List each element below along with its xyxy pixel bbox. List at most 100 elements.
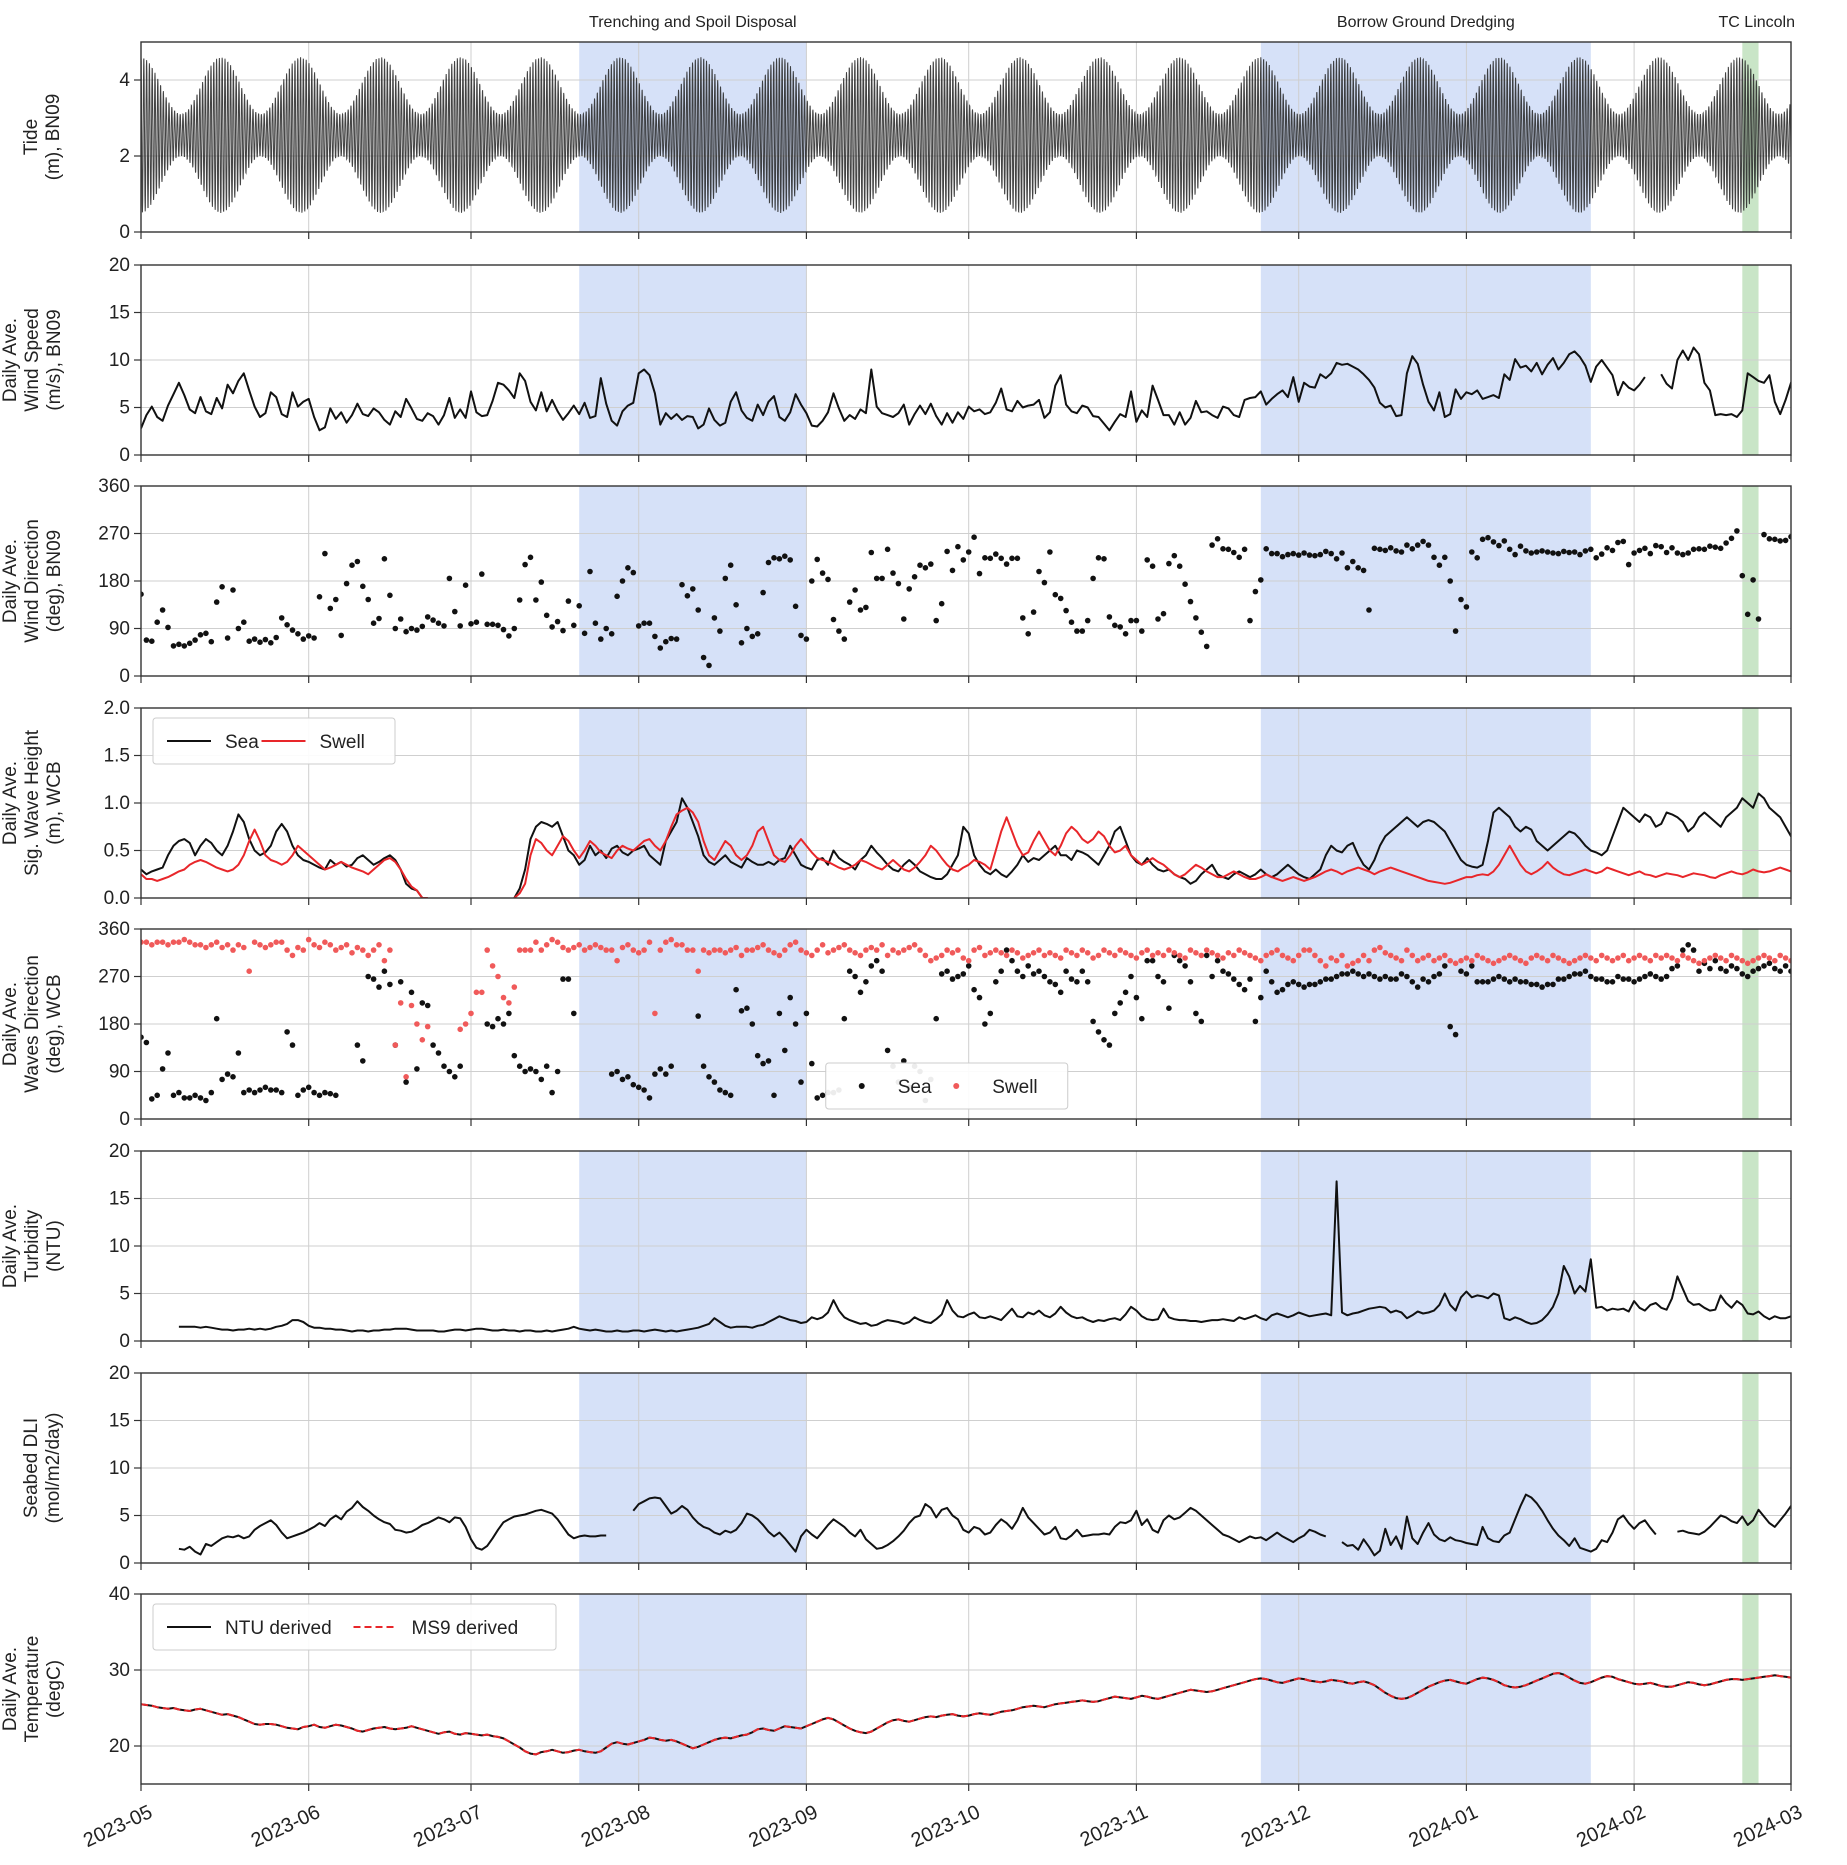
data-point (1084, 617, 1091, 624)
data-point (706, 662, 712, 669)
data-point (203, 1097, 209, 1104)
data-point (1523, 548, 1529, 554)
data-point (608, 631, 615, 637)
data-point (381, 556, 388, 562)
data-point (1761, 531, 1767, 538)
data-point (1766, 955, 1773, 961)
data-point (1561, 957, 1567, 964)
data-point (533, 939, 539, 945)
data-point (1625, 976, 1632, 982)
data-point (1139, 950, 1145, 956)
data-point (668, 936, 674, 943)
y-tick-label: 5 (119, 1506, 130, 1527)
data-point (1712, 544, 1719, 550)
data-point (197, 632, 204, 638)
data-point (1712, 957, 1719, 964)
data-point (782, 1047, 788, 1054)
data-point (901, 616, 907, 622)
data-point (1079, 968, 1086, 974)
data-point (700, 947, 707, 953)
data-point (1133, 955, 1140, 961)
data-point (268, 942, 274, 948)
data-point (322, 1089, 328, 1096)
data-point (803, 636, 810, 642)
data-point (1020, 955, 1026, 961)
data-point (1707, 965, 1713, 972)
data-point (1712, 952, 1719, 959)
data-point (1279, 553, 1286, 560)
data-point (1837, 955, 1843, 961)
data-point (630, 569, 637, 576)
data-point (1025, 963, 1031, 969)
data-point (1306, 947, 1313, 953)
data-point (1393, 548, 1399, 554)
data-point (1214, 536, 1221, 542)
data-point (1810, 542, 1816, 548)
data-point (1474, 952, 1480, 959)
data-point (987, 950, 994, 956)
data-point (165, 942, 171, 948)
data-point (1717, 955, 1724, 961)
data-point (1550, 952, 1556, 959)
data-point (608, 947, 615, 953)
data-point (295, 1092, 301, 1099)
data-point (630, 947, 637, 953)
data-point (614, 1068, 620, 1075)
data-point (414, 1066, 420, 1072)
data-point (360, 947, 366, 953)
data-point (381, 957, 388, 964)
data-point (1241, 950, 1248, 956)
y-axis-label-line: Daily Ave. (0, 539, 21, 623)
data-point (213, 939, 220, 945)
data-point (744, 1005, 750, 1011)
data-point (1360, 567, 1367, 574)
data-point (235, 1050, 242, 1056)
data-point (998, 555, 1004, 562)
data-point (1680, 952, 1686, 959)
data-point (1052, 981, 1059, 988)
data-point (722, 950, 729, 956)
y-tick-label: 10 (109, 350, 130, 371)
data-point (1550, 981, 1556, 988)
data-point (370, 620, 377, 626)
data-point (1350, 960, 1356, 967)
data-point (262, 636, 269, 643)
data-point (1155, 616, 1161, 622)
data-point (235, 625, 242, 632)
data-point (1826, 961, 1832, 967)
data-point (1593, 976, 1599, 982)
data-point (1794, 535, 1800, 541)
data-point (1761, 952, 1767, 959)
data-point (1690, 947, 1697, 953)
data-point (1588, 955, 1594, 961)
data-point (1139, 628, 1145, 634)
data-point (495, 622, 501, 629)
data-point (1139, 1015, 1145, 1022)
data-point (1539, 955, 1545, 961)
data-point (1025, 952, 1031, 959)
data-point (1528, 955, 1535, 961)
y-tick-label: 0 (119, 1109, 130, 1130)
data-point (1523, 979, 1529, 985)
data-point (365, 952, 372, 959)
data-point (1447, 1023, 1453, 1030)
data-point (911, 942, 918, 948)
y-axis-label-line: Daily Ave. (0, 1204, 21, 1288)
data-point (652, 1071, 658, 1077)
data-point (1003, 947, 1010, 953)
data-point (868, 963, 875, 969)
data-point (219, 944, 225, 951)
data-point (1528, 981, 1535, 988)
data-point (608, 1071, 615, 1077)
panel-frame (140, 41, 1792, 233)
data-point (170, 1092, 177, 1099)
data-point (1312, 981, 1318, 988)
x-tick-label: 2024-03 (1730, 1801, 1806, 1852)
data-point (571, 1010, 577, 1017)
data-point (1366, 607, 1372, 613)
data-point (1799, 955, 1805, 961)
data-point (1642, 545, 1648, 552)
data-point (1436, 971, 1443, 977)
y-axis-label-line: Wind Direction (22, 519, 43, 643)
data-point (424, 614, 431, 620)
